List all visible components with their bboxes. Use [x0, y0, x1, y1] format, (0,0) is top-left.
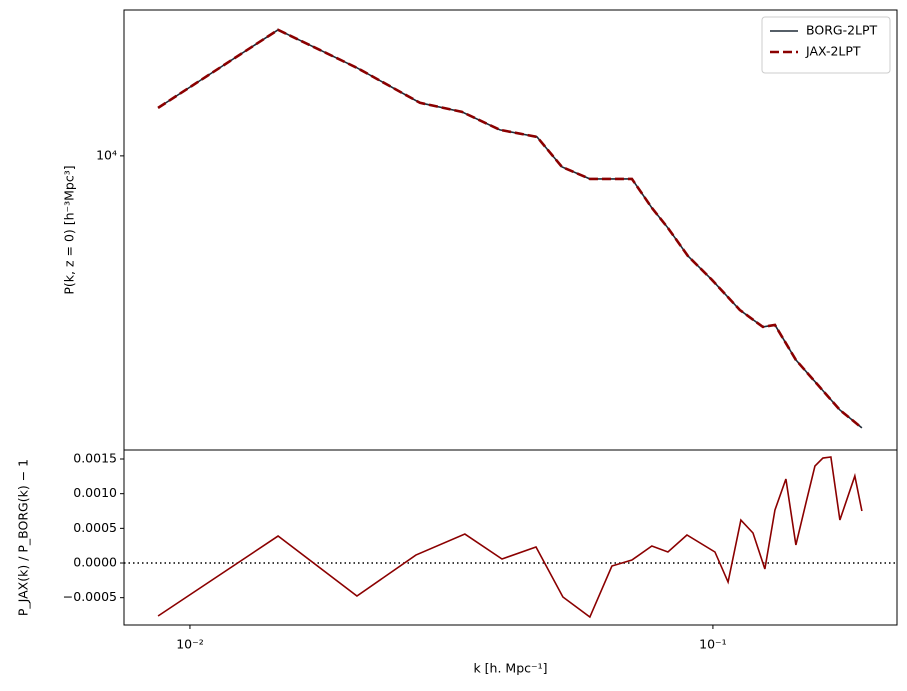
y-tick-label: 10⁴	[96, 147, 117, 162]
series-line	[157, 28, 863, 429]
series-line	[157, 28, 863, 429]
x-tick-label: 10⁻²	[176, 637, 204, 652]
ratio-line	[157, 456, 863, 619]
y-tick-label: 0.0010	[73, 485, 117, 500]
y-tick-label: 0.0015	[73, 451, 117, 466]
y-axis-label: P(k, z = 0) [h⁻³Mpc³]	[62, 165, 77, 294]
y-tick-label: 0.0000	[73, 555, 117, 570]
y-tick-label: 0.0005	[73, 520, 117, 535]
plot-frame	[123, 449, 898, 626]
plot-frame	[123, 9, 898, 451]
x-axis-label: k [h. Mpc⁻¹]	[473, 661, 547, 676]
x-tick-label: 10⁻¹	[699, 637, 727, 652]
legend-label: JAX-2LPT	[805, 44, 861, 59]
legend-label: BORG-2LPT	[806, 23, 878, 38]
y-tick-label: −0.0005	[63, 589, 117, 604]
y-axis-label: P_JAX(k) / P_BORG(k) − 1	[16, 459, 31, 616]
